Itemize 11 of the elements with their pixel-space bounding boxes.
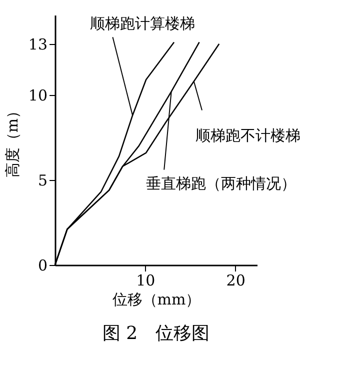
y-axis-title: 高度（m） [3, 103, 22, 178]
y-tick-label: 13 [28, 35, 48, 54]
annotation: 顺梯跑不计楼梯 [195, 126, 300, 145]
y-tick-label: 0 [38, 256, 48, 274]
annotation: 顺梯跑计算楼梯 [90, 14, 195, 33]
text: 图 2 位移图 [102, 323, 210, 344]
x-axis-title: 位移（mm） [112, 290, 201, 308]
y-tick-label: 10 [28, 86, 48, 104]
annotation: 垂直梯跑（两种情况） [146, 174, 296, 192]
x-tick-label: 20 [226, 272, 246, 290]
y-tick-label: 5 [38, 171, 48, 190]
